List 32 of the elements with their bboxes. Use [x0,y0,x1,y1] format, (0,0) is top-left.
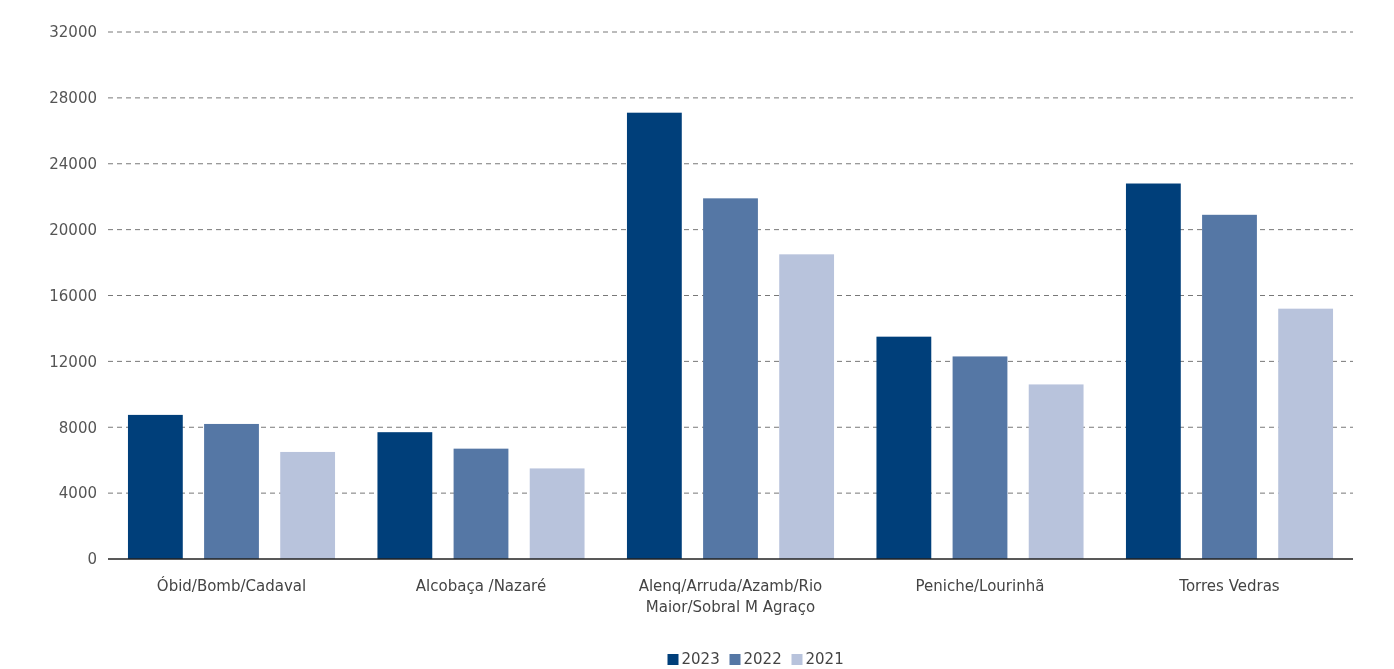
y-tick-label: 4000 [58,484,97,503]
y-tick-label: 8000 [58,418,97,437]
bar [529,468,585,559]
legend-label: 2023 [681,650,720,668]
y-tick-label: 20000 [49,220,97,239]
y-tick-label: 0 [87,550,97,569]
legend-label: 2021 [805,650,844,668]
bar [377,432,433,559]
bar [703,198,758,559]
x-tick-label: Óbid/Bomb/Cadaval [156,576,307,595]
bar [876,336,932,559]
x-tick-label: Alenq/Arruda/Azamb/Rio Maior/Sobral M Agraço [638,577,823,616]
legend-label: 2022 [743,650,782,668]
bar [453,448,509,559]
x-tick-label: Torres Vedras [1178,577,1280,595]
bar [280,451,336,559]
y-tick-label: 32000 [49,23,97,42]
x-tick-label: Peniche/Lourinhã [915,577,1045,595]
y-tick-label: 28000 [49,89,97,108]
bar [1202,214,1257,559]
bar [1278,308,1334,559]
x-tick-label: Alcobaça /Nazaré [415,577,547,595]
bar [779,254,835,559]
bar [1028,384,1084,559]
bar [952,356,1008,559]
bar [1125,183,1181,559]
bar [626,112,682,559]
bar [204,423,259,559]
y-tick-label: 12000 [49,352,97,371]
y-tick-label: 24000 [49,155,97,173]
bar [127,414,183,559]
y-tick-label: 16000 [49,286,97,305]
